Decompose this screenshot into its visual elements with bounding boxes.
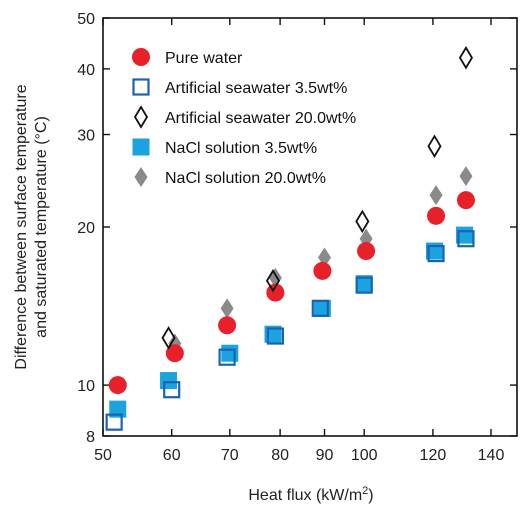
data-point [313,261,332,280]
legend-marker [132,48,150,66]
y-tick-label: 8 [86,429,95,446]
data-point [221,344,239,362]
data-point [427,206,446,225]
x-tick-label: 140 [478,447,505,464]
data-point [357,242,376,261]
x-tick-label: 120 [420,447,447,464]
y-axis-label-line1: Difference between surface temperature [13,84,30,369]
legend-marker [133,105,149,129]
data-point [311,299,329,317]
legend-label: NaCl solution 3.5wt% [165,140,317,157]
legend-marker [132,78,150,96]
data-point [220,298,234,319]
legend-label: NaCl solution 20.0wt% [165,170,326,187]
data-point [355,276,373,294]
axis-ticks [102,17,517,437]
data-point [458,46,474,70]
data-point [427,244,445,263]
data-point [165,344,184,363]
data-point [161,326,176,350]
data-point [456,191,475,210]
data-point [105,413,123,431]
x-tick-label: 60 [163,447,181,464]
y-tick-label: 50 [77,11,95,28]
data-point [218,348,236,366]
legend-label: Artificial seawater 20.0wt% [165,110,356,127]
data-point [429,185,443,206]
data-point [108,376,127,395]
data-point [163,381,181,399]
data-point [265,269,281,293]
x-tick-label: 80 [271,447,289,464]
x-tick-label: 90 [316,447,334,464]
data-point [459,166,473,187]
data-point [313,299,331,317]
x-axis-label: Heat flux (kW/m2) [248,485,373,504]
tick-labels: 50 60 70 80 90 100 120 140 8 10 20 30 40 50 [77,11,504,464]
data-point [218,316,237,335]
x-tick-label: 50 [94,447,112,464]
y-axis-label-line2: and saturated temperature (°C) [33,116,50,338]
x-tick-label: 70 [221,447,239,464]
data-point [457,230,475,248]
legend-label: Artificial seawater 3.5wt% [165,80,347,97]
y-tick-label: 20 [77,220,95,237]
data-point [355,275,373,293]
x-tick-label: 100 [351,447,378,464]
legend-marker [134,167,148,187]
data-point [160,372,178,390]
data-point [427,134,442,158]
legend: Pure water Artificial seawater 3.5wt% Arti… [132,48,356,187]
y-tick-label: 10 [77,378,95,395]
y-tick-label: 30 [77,128,95,145]
legend-marker [132,138,150,156]
legend-label: Pure water [165,50,243,67]
data-point [266,327,284,345]
data-point [355,209,370,234]
y-tick-label: 40 [77,62,95,79]
data-point [109,400,127,418]
data-marks [105,46,475,431]
